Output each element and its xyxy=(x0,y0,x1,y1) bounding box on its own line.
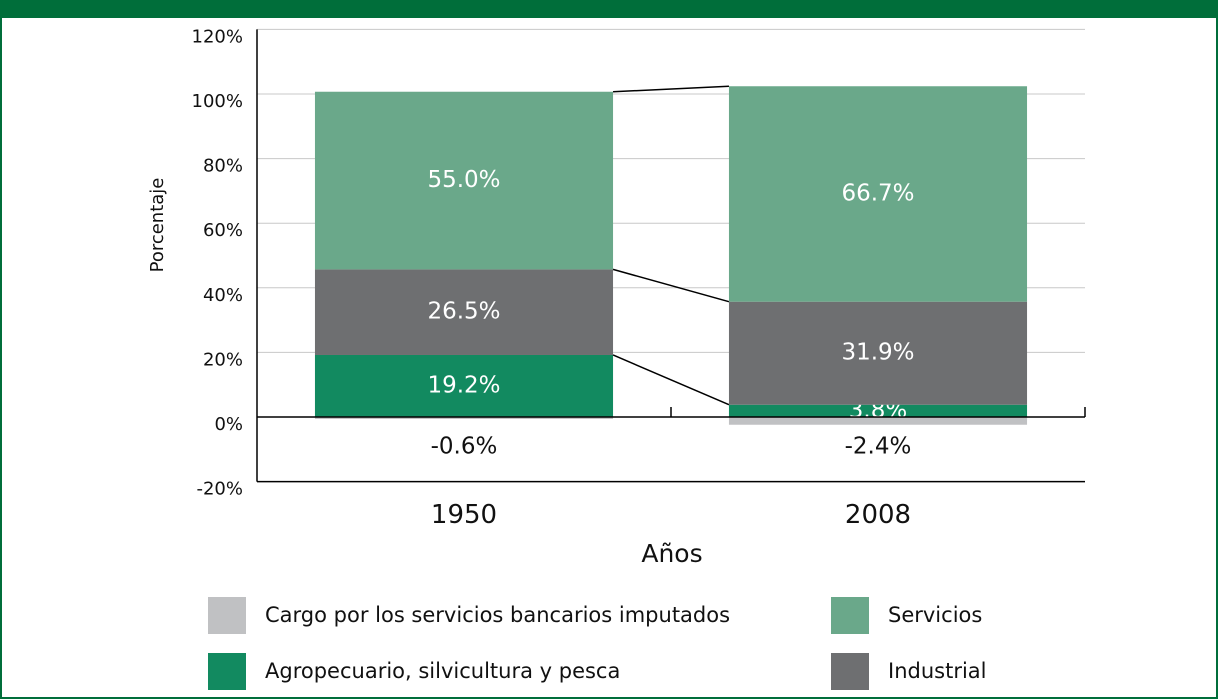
connector xyxy=(613,85,729,93)
y-tick-label: 0% xyxy=(214,414,243,435)
bar-segment xyxy=(728,404,1028,417)
data-label: 66.7% xyxy=(841,180,914,206)
x-axis-label: Años xyxy=(641,539,702,568)
connector xyxy=(612,354,730,406)
y-axis-label: Porcentaje xyxy=(147,178,168,273)
bar-segment xyxy=(314,269,614,355)
bar-segment xyxy=(314,354,614,417)
y-tick-label: 80% xyxy=(203,156,243,177)
y-tick-label: 120% xyxy=(192,26,243,47)
bar-segment xyxy=(314,417,614,419)
bar-segment xyxy=(728,86,1028,302)
data-label: 55.0% xyxy=(427,167,500,193)
y-tick-label: 100% xyxy=(192,91,243,112)
legend-label: Servicios xyxy=(888,603,982,627)
y-tick-label: 20% xyxy=(203,349,243,370)
y-tick-label: 60% xyxy=(203,220,243,241)
legend-swatch xyxy=(831,653,869,690)
data-label: 31.9% xyxy=(841,340,914,366)
legend-label: Cargo por los servicios bancarios imputa… xyxy=(265,603,730,627)
legend-swatch xyxy=(208,653,246,690)
x-tick-label: 2008 xyxy=(845,500,911,530)
data-label: -0.6% xyxy=(431,434,498,460)
legend-label: Industrial xyxy=(888,659,987,683)
bar-segment xyxy=(314,91,614,270)
legend-swatch xyxy=(831,597,869,634)
data-label: 26.5% xyxy=(427,299,500,325)
data-label: 19.2% xyxy=(427,372,500,398)
bar-segment xyxy=(728,417,1028,425)
x-tick-label: 1950 xyxy=(431,500,497,530)
legend-label: Agropecuario, silvicultura y pesca xyxy=(265,659,620,683)
data-label: -2.4% xyxy=(845,434,912,460)
legend-swatch xyxy=(208,597,246,634)
bar-segment xyxy=(728,301,1028,405)
y-tick-label: 40% xyxy=(203,285,243,306)
header-band xyxy=(0,0,1218,18)
y-tick-label: -20% xyxy=(196,479,243,500)
connector xyxy=(612,268,730,303)
